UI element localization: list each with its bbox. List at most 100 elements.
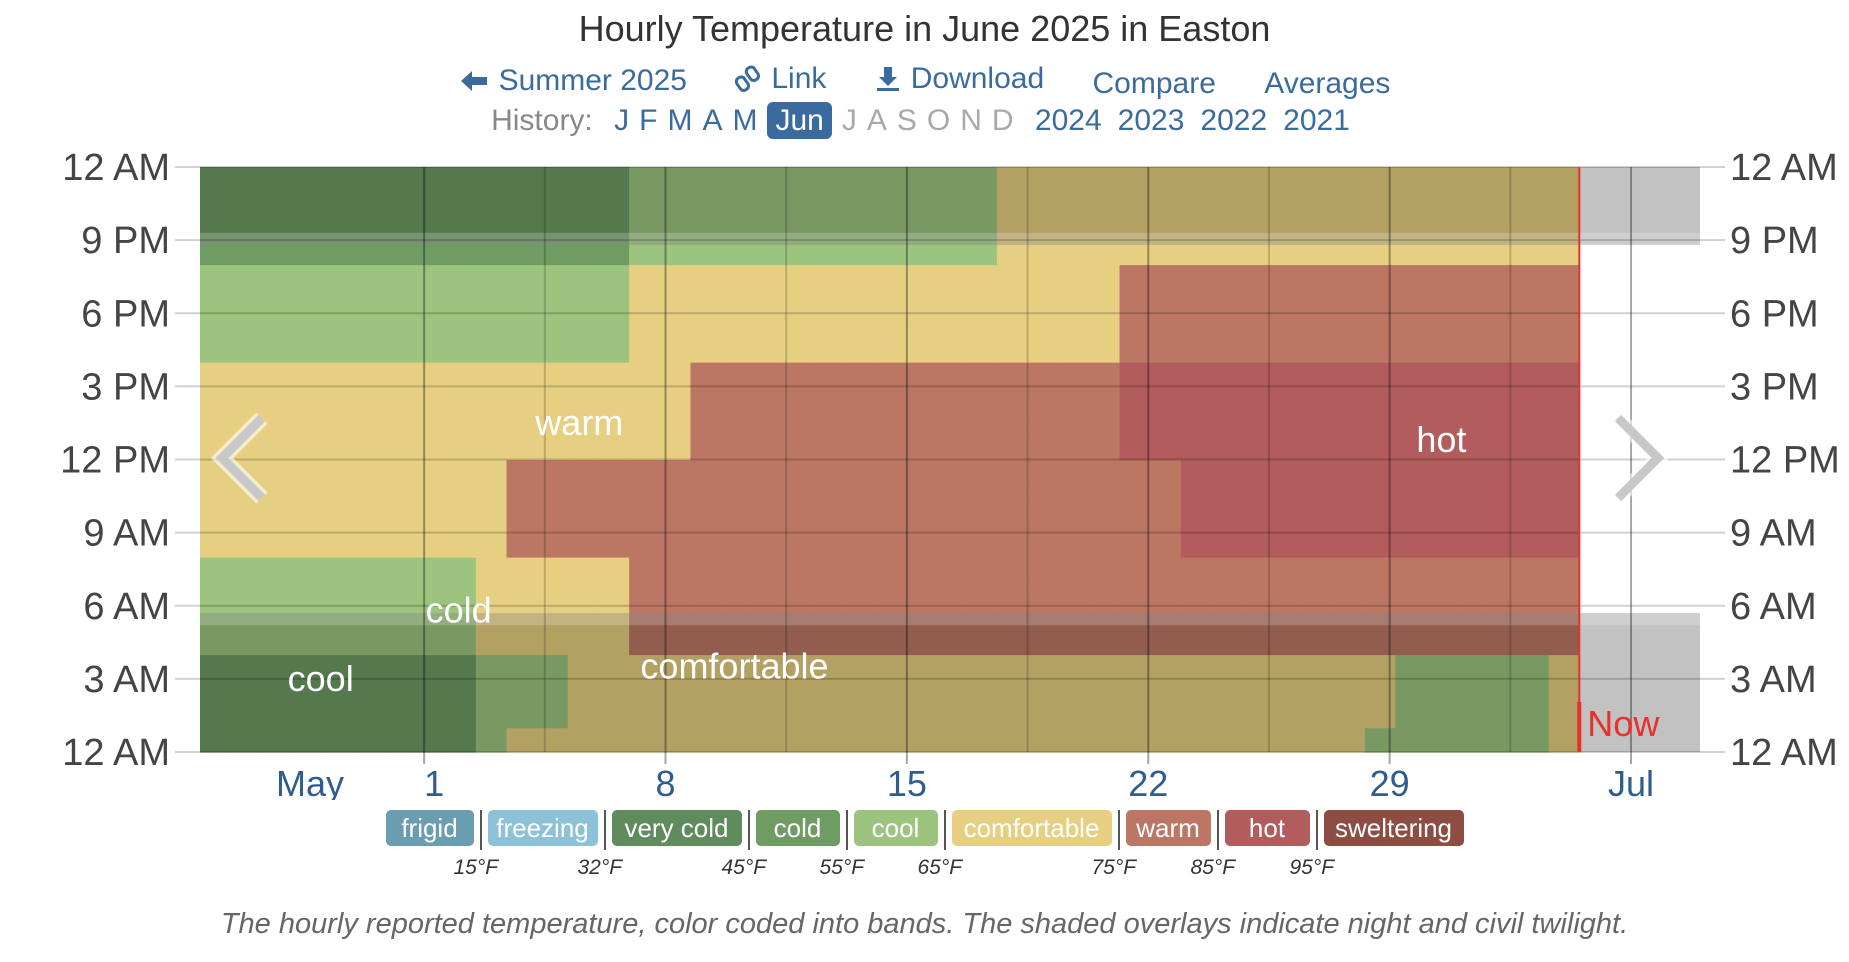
x-tick-label: 29	[1370, 763, 1410, 800]
heatmap-cell	[1180, 422, 1213, 436]
history-year-2024[interactable]: 2024	[1034, 104, 1102, 137]
history-month-2[interactable]: F	[639, 104, 658, 137]
heatmap-cell	[1119, 666, 1151, 680]
heatmap-cell	[751, 727, 783, 741]
heatmap-cell	[1548, 410, 1580, 424]
heatmap-cell	[1518, 264, 1550, 278]
heatmap-cell	[629, 739, 661, 753]
heatmap-cell	[445, 386, 477, 400]
history-year-2023[interactable]: 2023	[1117, 104, 1185, 137]
heatmap-cell	[414, 739, 446, 753]
averages-link[interactable]: Averages	[1264, 67, 1390, 101]
heatmap-cell	[935, 691, 967, 704]
heatmap-cell	[1334, 349, 1366, 363]
heatmap-cell	[874, 715, 906, 729]
heatmap-cell	[690, 325, 722, 339]
permalink-link[interactable]: Link	[735, 62, 826, 96]
heatmap-cell	[1119, 569, 1151, 582]
heatmap-cell	[261, 252, 293, 266]
heatmap-cell	[322, 532, 354, 546]
heatmap-cell	[904, 654, 937, 668]
prev-month-arrow[interactable]	[210, 412, 268, 504]
heatmap-cell	[353, 544, 385, 558]
heatmap-cell	[353, 240, 385, 253]
heatmap-cell	[1211, 678, 1243, 692]
history-year-2022[interactable]: 2022	[1200, 104, 1268, 137]
legend-item: cold	[755, 810, 840, 846]
heatmap-cell	[414, 422, 446, 436]
heatmap-cell	[1303, 398, 1335, 412]
history-month-11[interactable]: N	[960, 104, 982, 137]
heatmap-cell	[1487, 593, 1519, 607]
heatmap-cell	[1395, 362, 1427, 375]
heatmap-cell	[261, 288, 293, 302]
heatmap-cell	[690, 435, 722, 448]
heatmap-cell	[1456, 739, 1488, 753]
heatmap-cell	[1426, 691, 1458, 704]
heatmap-cell	[1548, 557, 1580, 570]
heatmap-cell	[935, 203, 967, 217]
heatmap-cell	[721, 520, 753, 534]
heatmap-cell	[1487, 459, 1519, 473]
compare-link[interactable]: Compare	[1093, 67, 1216, 101]
heatmap-cell	[659, 362, 692, 375]
history-month-6[interactable]: Jun	[767, 102, 832, 139]
heatmap-cell	[904, 252, 937, 266]
heatmap-cell	[1364, 288, 1396, 302]
heatmap-cell	[690, 337, 722, 351]
heatmap-cell	[751, 167, 783, 180]
heatmap-cell	[629, 398, 661, 412]
heatmap-cell	[813, 544, 845, 558]
heatmap-cell	[966, 739, 998, 753]
heatmap-cell	[1211, 581, 1243, 595]
heatmap-cell	[537, 666, 569, 680]
heatmap-cell	[1242, 727, 1274, 741]
heatmap-cell	[1303, 678, 1335, 692]
heatmap-cell	[1334, 727, 1366, 741]
history-month-4[interactable]: A	[702, 104, 723, 137]
heatmap-cell	[935, 666, 967, 680]
heatmap-cell	[874, 496, 906, 509]
next-month-arrow[interactable]	[1612, 412, 1670, 504]
heatmap-cell	[261, 179, 293, 192]
heatmap-cell	[1150, 642, 1182, 656]
heatmap-cell	[1303, 349, 1335, 363]
history-month-10[interactable]: O	[926, 104, 951, 137]
history-month-9[interactable]: S	[896, 104, 917, 137]
history-year-2021[interactable]: 2021	[1283, 104, 1350, 137]
heatmap-cell	[1518, 459, 1550, 473]
heatmap-cell	[843, 203, 875, 217]
history-month-1[interactable]: J	[614, 104, 630, 137]
heatmap-cell	[1058, 410, 1090, 424]
heatmap-cell	[1426, 203, 1458, 217]
heatmap-cell	[1150, 496, 1182, 509]
heatmap-cell	[904, 325, 937, 339]
heatmap-cell	[1456, 435, 1488, 448]
legend: frigid 15°F freezing 32°F very cold 45°F cold 5…	[0, 810, 1849, 890]
heatmap-cell	[1027, 362, 1059, 375]
heatmap-cell	[261, 727, 293, 741]
back-link[interactable]: Summer 2025	[459, 64, 687, 98]
heatmap-cell	[1088, 666, 1121, 680]
heatmap-cell	[200, 435, 232, 448]
history-month-5[interactable]: M	[732, 104, 758, 137]
history-month-3[interactable]: M	[667, 104, 693, 137]
heatmap-cell	[1150, 593, 1182, 607]
heatmap-cell	[537, 544, 569, 558]
heatmap-cell	[751, 179, 783, 192]
heatmap-cell	[1395, 313, 1427, 327]
heatmap-cell	[966, 678, 998, 692]
history-month-7[interactable]: J	[841, 104, 857, 137]
download-link[interactable]: Download	[875, 62, 1044, 96]
heatmap-cell	[1303, 301, 1335, 314]
heatmap-cell	[1119, 471, 1151, 485]
future-night-overlay	[1579, 613, 1700, 752]
history-month-12[interactable]: D	[991, 104, 1014, 137]
heatmap-cell	[1364, 581, 1396, 595]
heatmap-cell	[629, 642, 661, 656]
heatmap-cell	[1518, 520, 1550, 534]
heatmap-cell	[1364, 471, 1396, 485]
heatmap-cell	[1180, 398, 1213, 412]
history-month-8[interactable]: A	[866, 104, 887, 137]
heatmap-cell	[813, 398, 845, 412]
